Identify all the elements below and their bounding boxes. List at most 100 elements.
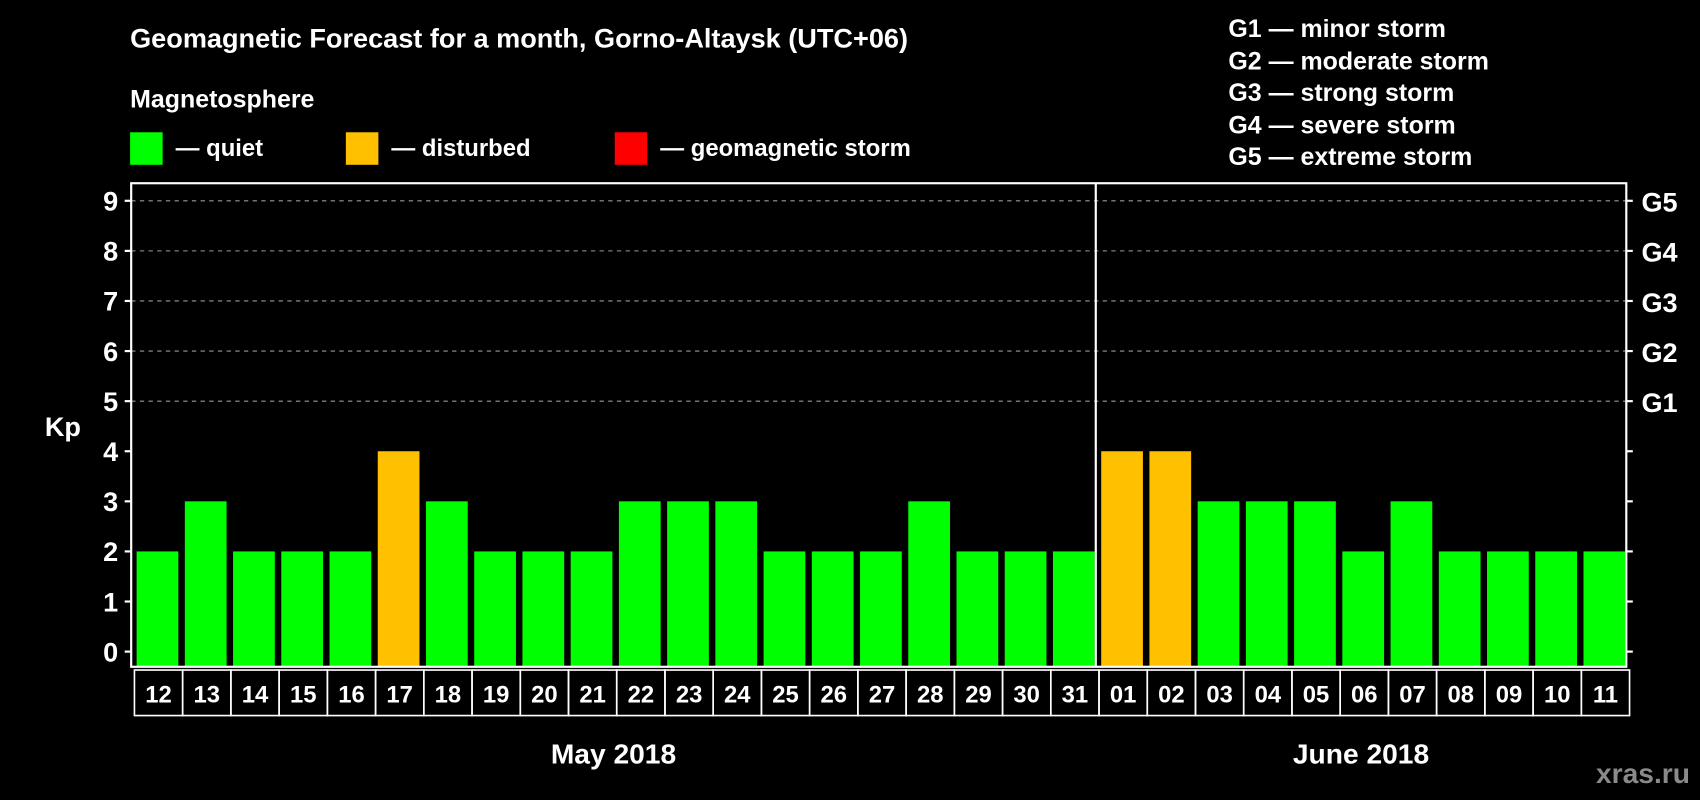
bar-29: [956, 551, 999, 667]
g-level-label: G4: [1641, 237, 1677, 268]
date-label: 24: [724, 682, 751, 709]
g-level-label: G2: [1641, 337, 1677, 368]
legend-label: — quiet: [175, 134, 264, 162]
date-label: 14: [242, 682, 269, 709]
y-tick-label: 4: [103, 436, 118, 467]
y-tick-label: 5: [103, 386, 118, 417]
quiet-swatch: [130, 132, 163, 165]
bar-10: [1535, 551, 1577, 667]
date-label: 20: [531, 682, 558, 709]
storm-scale-item: G4 — severe storm: [1228, 110, 1456, 139]
bar-22: [618, 501, 661, 667]
month-label: May 2018: [551, 737, 676, 769]
y-axis-label: Kp: [45, 411, 81, 442]
date-label: 05: [1303, 682, 1330, 709]
bar-05: [1294, 501, 1336, 667]
date-label: 10: [1544, 682, 1571, 709]
bar-20: [522, 551, 565, 667]
date-label: 11: [1593, 682, 1618, 709]
date-label: 25: [772, 682, 799, 709]
y-tick-label: 8: [103, 236, 118, 267]
bar-28: [908, 501, 951, 667]
date-label: 21: [579, 682, 606, 709]
y-tick-label: 0: [103, 636, 118, 667]
date-label: 22: [628, 682, 655, 709]
date-label: 01: [1110, 682, 1137, 709]
y-tick-label: 1: [103, 586, 118, 617]
bar-02: [1149, 451, 1192, 667]
date-label: 06: [1351, 682, 1378, 709]
date-label: 31: [1062, 682, 1089, 709]
storm-scale-item: G5 — extreme storm: [1228, 142, 1473, 171]
storm-scale-item: G1 — minor storm: [1228, 14, 1446, 43]
legend-label: — disturbed: [391, 134, 531, 162]
storm-scale-list: G1 — minor storm G2 — moderate storm G3 …: [1228, 13, 1489, 173]
g-level-label: G3: [1641, 287, 1677, 318]
storm-scale-item: G3 — strong storm: [1228, 78, 1455, 107]
legend-label: — geomagnetic storm: [660, 134, 911, 162]
bar-13: [184, 501, 227, 667]
date-label: 15: [290, 682, 317, 709]
y-tick-label: 7: [103, 286, 118, 317]
date-label: 27: [869, 682, 896, 709]
date-label: 12: [145, 682, 172, 709]
bar-21: [570, 551, 613, 667]
legend-heading: Magnetosphere: [130, 84, 315, 113]
legend-quiet: — quiet: [130, 132, 263, 165]
bar-30: [1004, 551, 1047, 667]
bar-06: [1342, 551, 1385, 667]
date-label: 07: [1399, 682, 1426, 709]
bar-19: [474, 551, 516, 667]
date-label: 17: [386, 682, 413, 709]
bar-12: [136, 551, 179, 667]
bar-11: [1583, 551, 1626, 667]
date-label: 23: [676, 682, 703, 709]
date-cell: [1580, 669, 1631, 717]
bar-03: [1197, 501, 1240, 667]
date-label: 09: [1496, 682, 1523, 709]
legend-storm: — geomagnetic storm: [614, 132, 911, 165]
bar-08: [1438, 551, 1481, 667]
bar-01: [1101, 451, 1143, 667]
bar-23: [667, 501, 709, 667]
bar-25: [763, 551, 806, 667]
date-label: 08: [1447, 682, 1474, 709]
date-label: 28: [917, 682, 944, 709]
storm-swatch: [614, 132, 648, 165]
bar-07: [1390, 501, 1433, 667]
chart-title: Geomagnetic Forecast for a month, Gorno-…: [130, 23, 909, 55]
bar-04: [1245, 501, 1288, 667]
bar-14: [233, 551, 275, 667]
plot-frame: [130, 182, 1628, 668]
bar-24: [715, 501, 758, 667]
date-label: 30: [1013, 682, 1040, 709]
bar-27: [860, 551, 902, 667]
y-tick-label: 6: [103, 336, 118, 367]
disturbed-swatch: [345, 132, 379, 165]
bar-16: [329, 551, 372, 667]
date-label: 16: [338, 682, 365, 709]
bar-09: [1487, 551, 1529, 667]
date-label: 13: [194, 682, 221, 709]
bar-26: [811, 551, 854, 667]
legend-disturbed: — disturbed: [345, 132, 531, 165]
bar-18: [425, 501, 468, 667]
bar-15: [281, 551, 324, 667]
g-level-label: G5: [1641, 187, 1677, 218]
y-tick-label: 3: [103, 486, 118, 517]
storm-scale-item: G2 — moderate storm: [1228, 46, 1489, 75]
date-label: 29: [965, 682, 992, 709]
date-label: 03: [1206, 682, 1233, 709]
y-tick-label: 2: [103, 536, 118, 567]
date-label: 04: [1255, 682, 1282, 709]
g-level-label: G1: [1641, 387, 1677, 418]
date-label: 02: [1158, 682, 1185, 709]
bar-17: [377, 451, 420, 667]
date-label: 18: [435, 682, 462, 709]
date-label: 19: [483, 682, 510, 709]
date-label: 26: [821, 682, 848, 709]
y-tick-label: 9: [103, 186, 118, 217]
bar-31: [1052, 551, 1095, 667]
